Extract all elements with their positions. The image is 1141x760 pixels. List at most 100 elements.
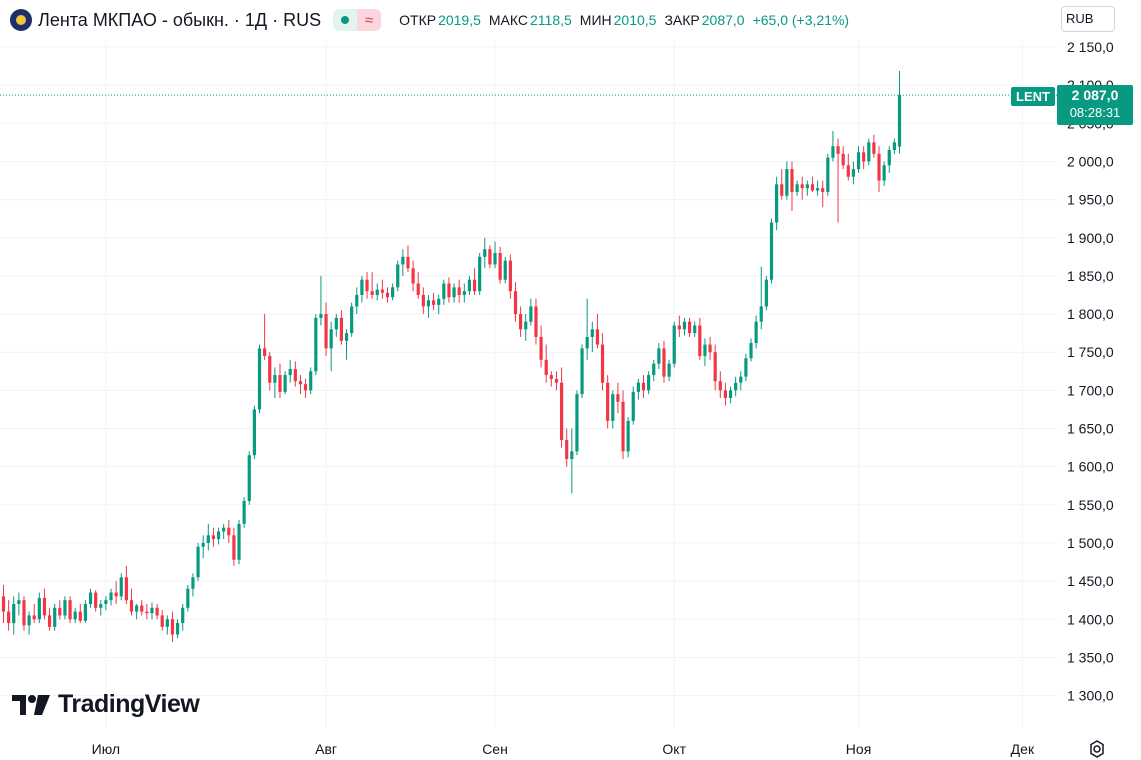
candle-body bbox=[698, 325, 702, 357]
market-open-indicator[interactable] bbox=[333, 9, 358, 31]
candle-body bbox=[534, 306, 538, 337]
currency-selector[interactable]: RUB bbox=[1061, 6, 1115, 32]
candle bbox=[754, 315, 758, 349]
candle bbox=[263, 314, 267, 360]
candle-body bbox=[298, 381, 303, 385]
candle-body bbox=[135, 605, 139, 612]
candle-body bbox=[728, 390, 733, 398]
candle bbox=[662, 340, 666, 383]
candle bbox=[631, 386, 635, 425]
candle bbox=[488, 245, 492, 269]
candle-body bbox=[170, 619, 175, 635]
candle-body bbox=[606, 382, 610, 421]
candle bbox=[728, 386, 733, 404]
candle-body bbox=[687, 321, 692, 334]
candle bbox=[841, 146, 845, 170]
candle-body bbox=[206, 535, 210, 543]
candle-body bbox=[150, 607, 154, 614]
candle bbox=[104, 596, 108, 611]
candle-body bbox=[785, 169, 789, 196]
candle bbox=[160, 610, 164, 631]
candle-body bbox=[129, 600, 134, 612]
y-tick-label: 1 350,0 bbox=[1067, 649, 1114, 665]
candle-body bbox=[846, 165, 850, 177]
x-tick-label: Июл bbox=[92, 741, 120, 757]
candle-body bbox=[355, 294, 359, 307]
candle-body bbox=[892, 142, 896, 151]
time-axis[interactable]: ИюлАвгСенОктНояДек2026 bbox=[92, 741, 1141, 757]
candle bbox=[283, 371, 287, 395]
price-axis[interactable]: 2 150,02 100,02 050,02 000,01 950,01 900… bbox=[1067, 39, 1114, 704]
candle bbox=[140, 600, 144, 616]
candle-body bbox=[196, 546, 200, 578]
y-tick-label: 1 550,0 bbox=[1067, 497, 1114, 513]
candle-body bbox=[288, 368, 292, 376]
candle bbox=[600, 333, 605, 391]
candle bbox=[764, 275, 768, 311]
candle-body bbox=[447, 283, 451, 298]
candle bbox=[641, 375, 646, 398]
candle bbox=[534, 298, 538, 345]
candle bbox=[339, 310, 344, 345]
bar-countdown: 08:28:31 bbox=[1069, 105, 1121, 120]
candle bbox=[88, 588, 93, 608]
candle bbox=[616, 382, 620, 414]
candle bbox=[667, 359, 671, 382]
candle-body bbox=[862, 152, 866, 162]
candle bbox=[344, 329, 349, 360]
candle-body bbox=[549, 375, 553, 379]
candle-body bbox=[385, 292, 390, 298]
candle bbox=[252, 405, 256, 460]
candle-body bbox=[370, 291, 374, 295]
market-status[interactable]: ≈ bbox=[333, 9, 382, 31]
candle-body bbox=[252, 409, 256, 456]
candle-body bbox=[416, 283, 420, 295]
candle bbox=[7, 600, 11, 631]
candle-body bbox=[462, 291, 466, 295]
candle-body bbox=[175, 623, 180, 635]
candle-body bbox=[585, 336, 589, 349]
candle-body bbox=[529, 306, 533, 322]
symbol-price-label: LENT bbox=[1011, 87, 1055, 106]
candle-body bbox=[539, 336, 543, 360]
candle bbox=[309, 367, 313, 395]
candle bbox=[723, 382, 728, 406]
candle bbox=[636, 378, 640, 400]
y-tick-label: 1 400,0 bbox=[1067, 611, 1114, 627]
candle bbox=[826, 153, 830, 196]
candle-body bbox=[442, 283, 446, 299]
candle bbox=[401, 249, 405, 276]
candle bbox=[237, 520, 241, 565]
ohlc-legend: ОТКР 2019,5 МАКС 2118,5 МИН 2010,5 ЗАКР … bbox=[391, 12, 849, 28]
candle-body bbox=[713, 352, 717, 382]
candle bbox=[411, 260, 415, 292]
candle-body bbox=[431, 300, 436, 305]
candle bbox=[508, 254, 512, 299]
symbol-title[interactable]: Лента МКПАО - обыкн. · 1Д · RUS bbox=[38, 9, 322, 30]
settings-gear-icon[interactable] bbox=[1087, 739, 1107, 759]
candlesticks bbox=[1, 71, 902, 643]
candle-body bbox=[667, 363, 671, 377]
candle-body bbox=[488, 249, 492, 265]
candle-body bbox=[815, 188, 820, 191]
delayed-data-icon[interactable]: ≈ bbox=[357, 9, 382, 31]
candle-body bbox=[611, 394, 615, 421]
candle-body bbox=[257, 348, 262, 410]
candle-body bbox=[831, 146, 835, 158]
candle-body bbox=[268, 356, 272, 383]
candle bbox=[32, 603, 36, 624]
candle bbox=[135, 603, 139, 620]
candle-body bbox=[590, 329, 594, 337]
candle-body bbox=[882, 165, 886, 181]
candle-body bbox=[718, 381, 722, 391]
candle-body bbox=[452, 287, 456, 298]
candle-body bbox=[621, 401, 625, 452]
candle bbox=[375, 283, 379, 301]
y-tick-label: 2 000,0 bbox=[1067, 153, 1114, 169]
tradingview-logo-icon bbox=[12, 694, 50, 715]
candle-body bbox=[247, 455, 251, 501]
candle-body bbox=[641, 382, 646, 391]
candle bbox=[406, 245, 410, 273]
candle-body bbox=[554, 378, 559, 383]
